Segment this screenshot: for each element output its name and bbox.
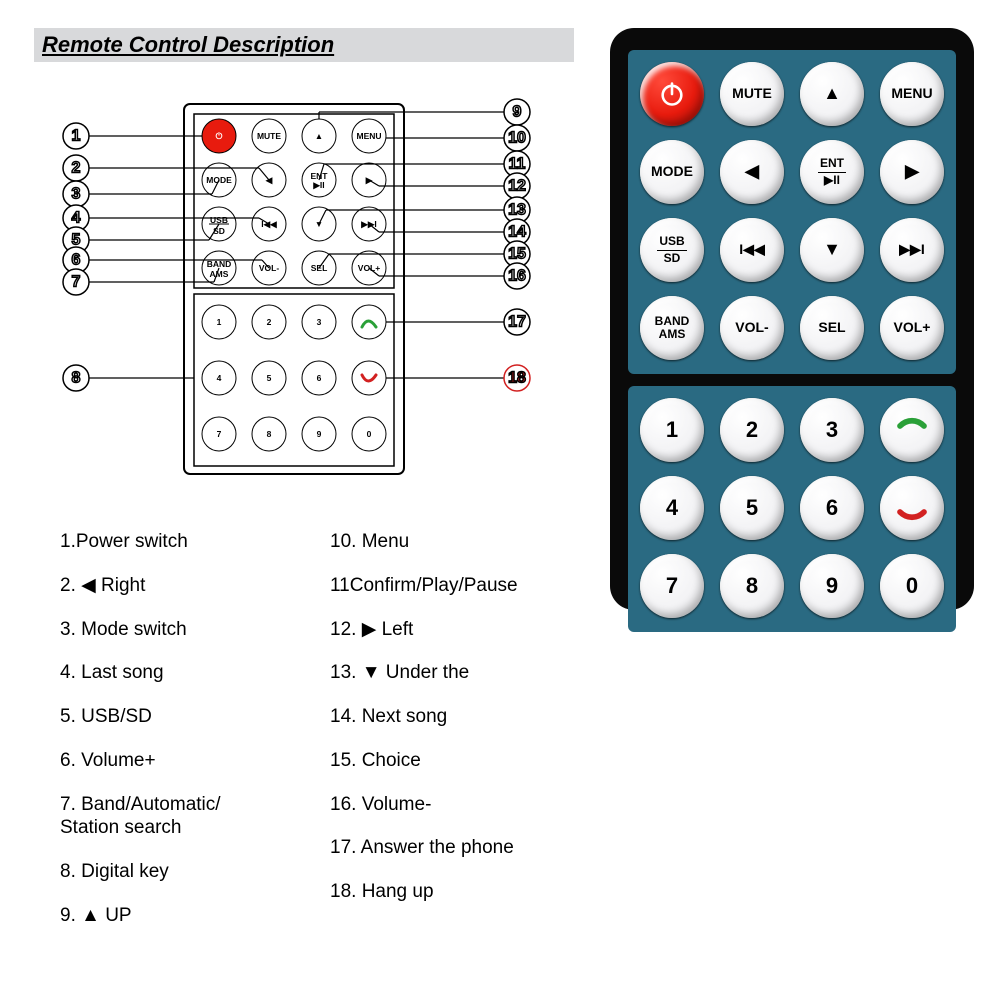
legend-item: 10. Menu <box>330 530 570 554</box>
legend-right-col: 10. Menu 11Confirm/Play/Pause 12. ▶ Left… <box>330 530 570 948</box>
page-title: Remote Control Description <box>42 32 334 58</box>
svg-text:18: 18 <box>508 370 526 387</box>
legend-item: 5. USB/SD <box>60 705 300 729</box>
sel-button[interactable]: SEL <box>800 296 864 360</box>
prev-track-button[interactable]: I◀◀ <box>720 218 784 282</box>
svg-text:12: 12 <box>508 178 526 195</box>
svg-text:4: 4 <box>217 373 222 383</box>
next-track-button[interactable]: ▶▶I <box>880 218 944 282</box>
legend-item: 12. ▶ Left <box>330 618 570 642</box>
remote-top-panel: MUTE ▲ MENU MODE ◀ ENT▶II ▶ USBSD I◀◀ ▼ … <box>628 50 956 374</box>
digit-3-button[interactable]: 3 <box>800 398 864 462</box>
svg-text:11: 11 <box>509 156 526 173</box>
band-ams-button[interactable]: BANDAMS <box>640 296 704 360</box>
svg-text:6: 6 <box>317 373 322 383</box>
hangup-call-button[interactable] <box>880 476 944 540</box>
digit-8-button[interactable]: 8 <box>720 554 784 618</box>
svg-text:▶II: ▶II <box>312 180 324 190</box>
svg-text:MENU: MENU <box>356 131 381 141</box>
svg-text:5: 5 <box>267 373 272 383</box>
title-bar: Remote Control Description <box>34 28 574 62</box>
svg-text:6: 6 <box>72 252 81 269</box>
power-button[interactable] <box>640 62 704 126</box>
legend-item: 9. ▲ UP <box>60 904 300 928</box>
svg-text:7: 7 <box>72 274 81 291</box>
svg-text:1: 1 <box>217 317 222 327</box>
svg-text:13: 13 <box>508 202 526 219</box>
remote-photo: MUTE ▲ MENU MODE ◀ ENT▶II ▶ USBSD I◀◀ ▼ … <box>610 28 974 610</box>
legend-item: 15. Choice <box>330 749 570 773</box>
svg-text:8: 8 <box>267 429 272 439</box>
svg-text:AMS: AMS <box>210 269 229 279</box>
ent-play-pause-button[interactable]: ENT▶II <box>800 140 864 204</box>
legend-item: 6. Volume+ <box>60 749 300 773</box>
svg-text:2: 2 <box>72 160 81 177</box>
svg-text:16: 16 <box>508 268 526 285</box>
legend-item: 8. Digital key <box>60 860 300 884</box>
legend-item: 14. Next song <box>330 705 570 729</box>
svg-text:MUTE: MUTE <box>257 131 281 141</box>
digit-9-button[interactable]: 9 <box>800 554 864 618</box>
svg-text:0: 0 <box>367 429 372 439</box>
usb-sd-button[interactable]: USBSD <box>640 218 704 282</box>
schematic-diagram: ⏻ MUTE ▲ MENU MODE ◀ ENT▶II ▶ USBSD I◀◀ … <box>34 82 574 502</box>
legend-item: 13. ▼ Under the <box>330 661 570 685</box>
svg-text:2: 2 <box>267 317 272 327</box>
left-button[interactable]: ◀ <box>720 140 784 204</box>
legend-item: 16. Volume- <box>330 793 570 817</box>
digit-6-button[interactable]: 6 <box>800 476 864 540</box>
svg-text:3: 3 <box>317 317 322 327</box>
remote-numpad-panel: 1 2 3 4 5 6 7 8 9 0 <box>628 386 956 632</box>
svg-text:8: 8 <box>72 370 81 387</box>
svg-text:▲: ▲ <box>315 131 323 141</box>
svg-text:5: 5 <box>72 232 81 249</box>
svg-text:7: 7 <box>217 429 222 439</box>
legend-item: 4. Last song <box>60 661 300 685</box>
digit-2-button[interactable]: 2 <box>720 398 784 462</box>
legend-item: 7. Band/Automatic/ Station search <box>60 793 300 841</box>
digit-5-button[interactable]: 5 <box>720 476 784 540</box>
svg-text:VOL-: VOL- <box>259 263 279 273</box>
menu-button[interactable]: MENU <box>880 62 944 126</box>
legend-item: 2. ◀ Right <box>60 574 300 598</box>
svg-text:MODE: MODE <box>206 175 232 185</box>
right-button[interactable]: ▶ <box>880 140 944 204</box>
mute-button[interactable]: MUTE <box>720 62 784 126</box>
svg-text:9: 9 <box>513 104 522 121</box>
down-button[interactable]: ▼ <box>800 218 864 282</box>
svg-text:1: 1 <box>72 128 81 145</box>
svg-text:3: 3 <box>72 186 81 203</box>
digit-1-button[interactable]: 1 <box>640 398 704 462</box>
vol-up-button[interactable]: VOL+ <box>880 296 944 360</box>
legend-left-col: 1.Power switch 2. ◀ Right 3. Mode switch… <box>60 530 300 948</box>
svg-text:14: 14 <box>508 224 526 241</box>
mode-button[interactable]: MODE <box>640 140 704 204</box>
legend-item: 11Confirm/Play/Pause <box>330 574 570 598</box>
digit-4-button[interactable]: 4 <box>640 476 704 540</box>
digit-7-button[interactable]: 7 <box>640 554 704 618</box>
legend-item: 17. Answer the phone <box>330 836 570 860</box>
legend-item: 1.Power switch <box>60 530 300 554</box>
svg-text:4: 4 <box>72 210 81 227</box>
svg-text:10: 10 <box>508 130 526 147</box>
svg-text:15: 15 <box>508 246 526 263</box>
digit-0-button[interactable]: 0 <box>880 554 944 618</box>
svg-text:17: 17 <box>508 314 526 331</box>
legend: 1.Power switch 2. ◀ Right 3. Mode switch… <box>60 530 570 948</box>
answer-call-button[interactable] <box>880 398 944 462</box>
svg-text:9: 9 <box>317 429 322 439</box>
legend-item: 3. Mode switch <box>60 618 300 642</box>
legend-item: 18. Hang up <box>330 880 570 904</box>
up-button[interactable]: ▲ <box>800 62 864 126</box>
vol-down-button[interactable]: VOL- <box>720 296 784 360</box>
